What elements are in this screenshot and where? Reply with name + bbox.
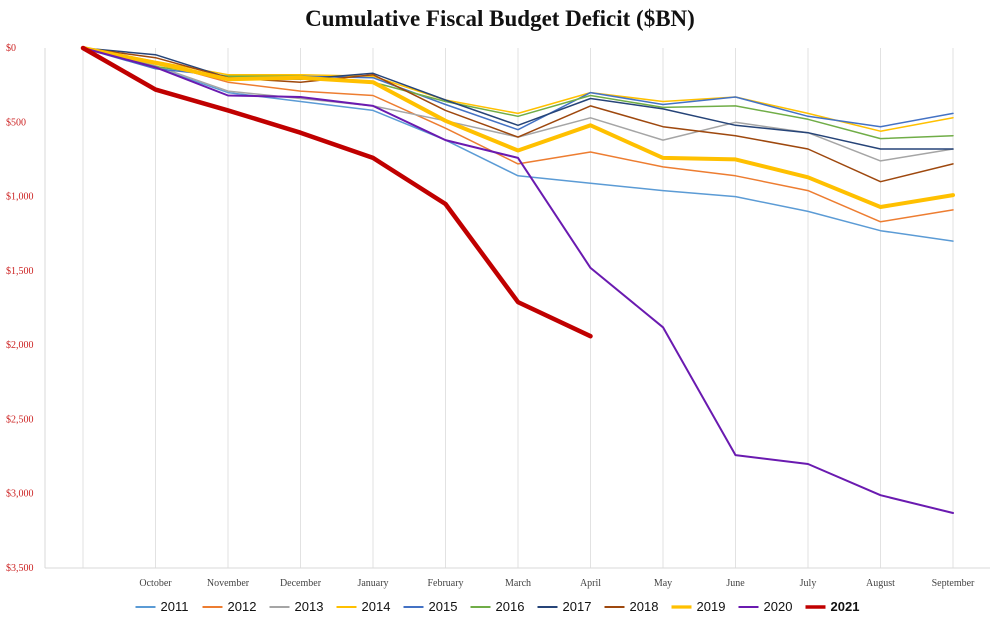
legend-label-2013: 2013 xyxy=(295,599,324,614)
x-tick-label: May xyxy=(654,578,672,589)
x-tick-label: November xyxy=(207,578,250,589)
grid-lines xyxy=(44,48,990,569)
series-line-2016 xyxy=(82,47,954,140)
legend-label-2015: 2015 xyxy=(429,599,458,614)
y-tick-label: $500 xyxy=(6,117,26,128)
legend-label-2020: 2020 xyxy=(764,599,793,614)
x-tick-label: March xyxy=(505,578,531,589)
series-line-2014 xyxy=(82,47,954,132)
x-tick-label: October xyxy=(139,578,172,589)
x-tick-label: June xyxy=(726,578,745,589)
x-tick-label: January xyxy=(357,578,388,589)
y-tick-label: $2,000 xyxy=(6,340,34,351)
y-tick-label: $1,000 xyxy=(6,192,34,203)
legend-label-2017: 2017 xyxy=(563,599,592,614)
y-tick-label: $1,500 xyxy=(6,266,34,277)
series-lines xyxy=(80,45,955,514)
series-line-2021 xyxy=(80,45,593,339)
y-tick-label: $0 xyxy=(6,43,16,54)
legend-label-2021: 2021 xyxy=(831,599,860,614)
x-tick-label: August xyxy=(866,578,895,589)
legend-label-2014: 2014 xyxy=(362,599,391,614)
y-axis-ticks: $0 $500 $1,000 $1,500 $2,000 $2,500 $3,000 $3,5… xyxy=(6,43,34,574)
y-tick-label: $2,500 xyxy=(6,414,34,425)
x-tick-label: April xyxy=(580,578,601,589)
legend-label-2018: 2018 xyxy=(630,599,659,614)
series-line-2020 xyxy=(82,47,954,514)
legend-label-2012: 2012 xyxy=(228,599,257,614)
legend-label-2016: 2016 xyxy=(496,599,525,614)
legend-label-2019: 2019 xyxy=(697,599,726,614)
x-axis-ticks: October November December January February Ma… xyxy=(139,578,975,589)
x-tick-label: September xyxy=(932,578,975,589)
y-tick-label: $3,500 xyxy=(6,563,34,574)
series-line-2019 xyxy=(81,46,955,209)
series-line-2011 xyxy=(82,47,954,242)
x-tick-label: February xyxy=(427,578,463,589)
legend: 2011 2012 2013 2014 2015 2016 2017 2018 2019 2020… xyxy=(135,599,860,614)
x-tick-label: July xyxy=(800,578,817,589)
chart-title: Cumulative Fiscal Budget Deficit ($BN) xyxy=(305,6,695,31)
legend-label-2011: 2011 xyxy=(161,599,189,614)
x-tick-label: December xyxy=(280,578,322,589)
series-line-2012 xyxy=(82,47,954,223)
y-tick-label: $3,000 xyxy=(6,489,34,500)
